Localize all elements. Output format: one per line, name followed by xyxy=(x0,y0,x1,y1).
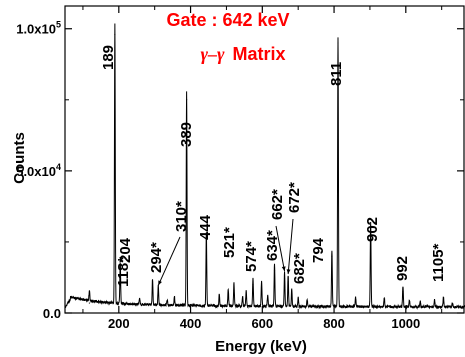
peak-point-1105-star xyxy=(442,302,445,304)
peak-label-811: 811 xyxy=(328,62,345,86)
peak-point-444 xyxy=(205,238,207,240)
x-axis-label: Energy (keV) xyxy=(215,338,307,355)
x-tick-label-600: 600 xyxy=(251,316,273,331)
arrow-310-head xyxy=(158,280,162,286)
plot-frame xyxy=(64,5,465,314)
peak-label-310-star: 310* xyxy=(173,201,190,232)
peak-point-794 xyxy=(331,255,333,257)
peak-point-992 xyxy=(402,291,404,293)
peak-label-521-star: 521* xyxy=(221,227,238,258)
peak-label-118-star: 118* xyxy=(115,257,132,287)
y-tick-label-2: 1.0x105 xyxy=(16,20,61,37)
peak-point-672-star xyxy=(287,281,289,283)
chart-title: Gate : 642 keV xyxy=(166,10,289,30)
peak-point-294-star xyxy=(151,286,154,289)
gamma-gamma-symbol: γ–γ xyxy=(200,44,224,64)
peak-point-682-star xyxy=(291,295,293,297)
peak-point-204 xyxy=(119,271,121,273)
arrow-310 xyxy=(157,236,181,286)
arrow-672 xyxy=(287,218,294,275)
peak-label-902: 902 xyxy=(364,217,381,242)
peak-point-902 xyxy=(370,227,372,229)
x-tick-label-200: 200 xyxy=(108,316,130,331)
peak-label-389: 389 xyxy=(178,122,195,147)
peak-label-992: 992 xyxy=(394,256,411,281)
y-tick-label-0: 0.0 xyxy=(43,306,61,321)
peak-point-574-star xyxy=(252,283,254,286)
peak-point-634-star xyxy=(273,269,276,271)
peak-label-189: 189 xyxy=(100,45,117,70)
peak-point-811 xyxy=(337,42,339,44)
peak-label-682-star: 682* xyxy=(291,253,308,284)
chart-subtitle: γ–γ Matrix xyxy=(200,44,285,64)
peak-label-662-star: 662* xyxy=(269,189,286,220)
peak-label-672-star: 672* xyxy=(286,182,303,213)
matrix-word: Matrix xyxy=(232,44,285,64)
x-tick-label-400: 400 xyxy=(180,316,202,331)
arrow-662 xyxy=(275,225,286,272)
peak-label-794: 794 xyxy=(310,237,327,263)
peak-point-389 xyxy=(186,99,188,101)
x-tick-label-800: 800 xyxy=(323,316,345,331)
peak-point-189 xyxy=(114,33,116,36)
arrow-662-head xyxy=(281,266,286,272)
peak-label-294-star: 294* xyxy=(148,242,165,273)
peak-label-204: 204 xyxy=(117,237,134,263)
peak-label-444: 444 xyxy=(197,214,214,240)
peak-point-118-star xyxy=(88,302,90,304)
peak-labels: 118* 189 204 294* 310* 389 444 521* 574* 634* 662*… xyxy=(100,45,447,287)
y-axis-label: Counts xyxy=(11,132,28,184)
y-tick-label-1: 5.0x104 xyxy=(16,162,61,179)
peak-point-662-star xyxy=(283,278,286,280)
peak-point-521-star xyxy=(233,289,235,291)
x-tick-label-1000: 1000 xyxy=(391,316,420,331)
peak-label-574-star: 574* xyxy=(243,241,260,272)
arrow-672-head xyxy=(286,269,291,275)
peak-label-634-star: 634* xyxy=(264,230,281,261)
spectrum-line xyxy=(64,23,465,310)
peak-label-1105-star: 1105* xyxy=(430,243,447,282)
plot-area xyxy=(64,23,465,310)
axes: 200 400 600 800 1000 0.0 5.0x104 1.0x105 xyxy=(16,5,465,331)
peak-point-310-star xyxy=(157,292,159,294)
